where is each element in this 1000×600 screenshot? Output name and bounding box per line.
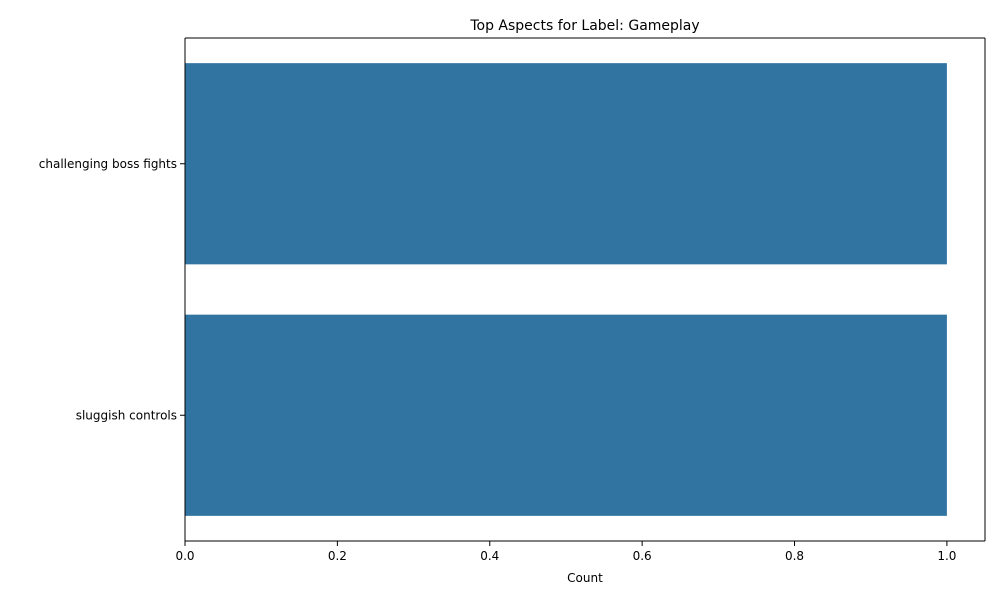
x-tick-label: 0.4 [480,549,499,563]
axes-layer [184,37,986,542]
x-axis-title: Count [567,571,603,585]
x-tick-label: 0.2 [328,549,347,563]
x-tick-label: 0.0 [175,549,194,563]
y-tick-label-challenging-boss-fights: challenging boss fights [39,157,177,171]
x-tick-label: 0.6 [633,549,652,563]
chart-title: Top Aspects for Label: Gameplay [469,18,699,34]
ticks-layer: challenging boss fights sluggish controls… [39,157,957,563]
bar-sluggish-controls [185,314,947,516]
y-tick-label-sluggish-controls: sluggish controls [76,408,177,422]
bars-layer [185,63,947,516]
bar-challenging-boss-fights [185,63,947,265]
x-tick-label: 0.8 [785,549,804,563]
x-tick-label: 1.0 [937,549,956,563]
